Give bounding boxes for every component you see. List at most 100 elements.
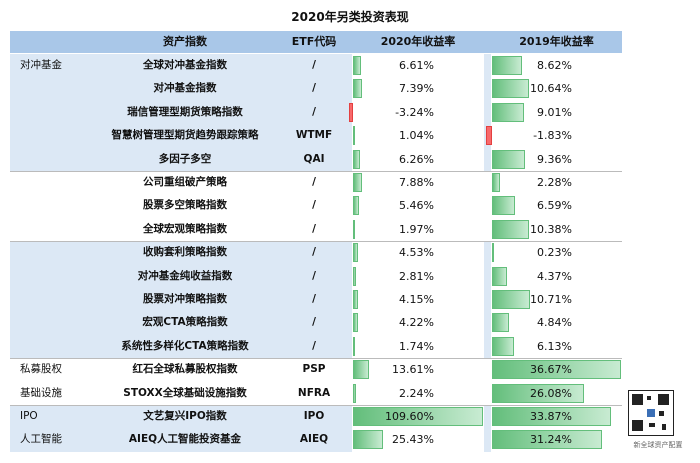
return-2019-text: 9.36% [537, 152, 572, 166]
etf-code: / [312, 316, 316, 329]
return-2020-text: 4.22% [399, 316, 434, 330]
return-2020-text: 1.74% [399, 339, 434, 353]
category-label [10, 148, 90, 171]
etf-code: / [312, 105, 316, 118]
return-2019-text: 8.62% [537, 59, 572, 72]
etf-code: QAI [303, 152, 325, 165]
bar-2019 [485, 126, 492, 146]
return-2019: 4.84% [491, 311, 622, 335]
return-2020-text: 7.39% [399, 82, 434, 96]
category-label: 对冲基金 [20, 59, 62, 71]
bar-2019 [492, 149, 525, 169]
bar-2020 [353, 56, 361, 75]
asset-name: 对冲基金纯收益指数 [137, 269, 233, 282]
bar-2020 [353, 336, 356, 356]
return-2019: 4.37% [491, 264, 622, 288]
category-label [10, 77, 90, 100]
return-2019: 10.71% [491, 288, 622, 312]
category-label [10, 194, 90, 217]
bar-2020 [353, 219, 356, 239]
category-label: IPO [20, 410, 38, 422]
bar-2020 [353, 149, 361, 169]
table-title: 2020年另类投资表现 [291, 10, 409, 24]
asset-name: 对冲基金指数 [153, 82, 217, 95]
return-2019-text: 36.67% [530, 363, 572, 377]
return-2019-text: 0.23% [537, 246, 572, 260]
bar-2019 [492, 360, 621, 380]
return-2020: 25.43% [352, 428, 484, 452]
bar-2020 [353, 243, 359, 263]
bar-2019 [492, 79, 530, 99]
return-2019: 9.01% [491, 100, 622, 125]
return-2019-text: 4.37% [537, 269, 572, 283]
etf-code: AIEQ [299, 433, 329, 446]
header-etf-code: ETF代码 [291, 35, 337, 48]
return-2020-text: 2.81% [399, 269, 434, 283]
bar-2020 [353, 407, 483, 426]
return-2020: 7.88% [352, 171, 484, 195]
etf-code: / [312, 176, 316, 188]
row-divider [10, 405, 622, 406]
return-2020-text: 1.04% [399, 129, 434, 143]
bar-2019 [492, 383, 584, 403]
bar-2019 [492, 56, 523, 75]
bar-2020 [353, 290, 358, 309]
return-2020: 13.61% [352, 358, 484, 382]
category-label [10, 124, 90, 147]
return-2020: 1.04% [352, 124, 484, 148]
return-2020-text: 6.61% [399, 59, 434, 72]
bar-2019 [492, 196, 516, 216]
qr-code [628, 390, 674, 436]
return-2020: 6.26% [352, 147, 484, 171]
return-2020-text: 25.43% [392, 433, 434, 447]
return-2020: 7.39% [352, 77, 484, 101]
row-divider [10, 171, 622, 172]
return-2019: 8.62% [491, 54, 622, 78]
etf-code: / [312, 293, 316, 305]
return-2019-text: 10.71% [530, 293, 572, 306]
asset-name: 智慧树管理型期货趋势跟踪策略 [111, 129, 259, 142]
bar-2020 [353, 313, 358, 333]
asset-name: 股票对冲策略指数 [143, 293, 227, 305]
bar-2019 [492, 407, 612, 426]
asset-name: AIEQ人工智能投资基金 [128, 433, 242, 446]
return-2019-text: 6.59% [537, 199, 572, 213]
category-label [10, 311, 90, 334]
asset-name: 全球宏观策略指数 [143, 222, 227, 235]
return-2019: 36.67% [491, 358, 622, 382]
header-return-2020: 2020年收益率 [380, 35, 456, 48]
return-2020-text: -3.24% [395, 105, 434, 119]
etf-code: / [312, 82, 316, 95]
bar-2019 [492, 430, 602, 450]
return-2020-text: 6.26% [399, 152, 434, 166]
etf-code: NFRA [297, 386, 331, 399]
category-label [10, 171, 90, 194]
asset-name: STOXX全球基础设施指数 [123, 386, 247, 399]
asset-name: 股票多空策略指数 [143, 199, 227, 212]
return-2020: 6.61% [352, 54, 484, 78]
asset-name: 宏观CTA策略指数 [142, 316, 228, 329]
return-2020: 2.81% [352, 264, 484, 288]
return-2019-text: -1.83% [533, 129, 572, 143]
return-2020: 1.74% [352, 334, 484, 359]
bar-2019 [492, 336, 514, 356]
row-divider [10, 358, 622, 360]
return-2019: 10.38% [491, 217, 622, 242]
asset-name: 瑞信管理型期货策略指数 [127, 105, 243, 118]
return-2019-text: 4.84% [537, 316, 572, 330]
return-2019: 33.87% [491, 405, 622, 429]
return-2019-text: 31.24% [530, 433, 572, 447]
category-label [10, 265, 90, 288]
bar-2020 [349, 102, 353, 122]
etf-code: / [312, 59, 316, 71]
return-2020-text: 2.24% [399, 386, 434, 400]
return-2020: 1.97% [352, 217, 484, 242]
bar-2019 [492, 219, 529, 239]
return-2020-text: 4.53% [399, 246, 434, 260]
return-2020-text: 1.97% [399, 222, 434, 236]
return-2019: 10.64% [491, 77, 622, 101]
etf-code: WTMF [295, 129, 333, 142]
bar-2020 [353, 360, 370, 380]
return-2019: 31.24% [491, 428, 622, 452]
return-2020: 5.46% [352, 194, 484, 218]
